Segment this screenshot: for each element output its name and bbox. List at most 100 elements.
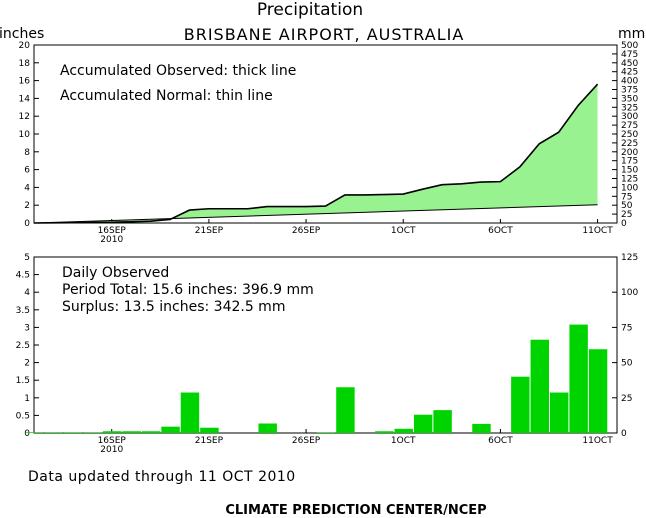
daily-bar: [588, 349, 608, 433]
y-tick-label-right: 100: [621, 288, 638, 298]
y-tick-label-right: 0: [621, 219, 627, 229]
annotation-normal: Accumulated Normal: thin line: [60, 88, 273, 104]
y-axis-label-right: mm: [618, 26, 645, 42]
data-updated-note: Data updated through 11 OCT 2010: [28, 469, 296, 485]
y-tick-label-right: 500: [621, 41, 638, 51]
daily-bar: [64, 432, 83, 433]
daily-bar: [472, 423, 491, 433]
daily-bar: [316, 432, 336, 433]
y-tick-label-left: 6: [24, 166, 30, 176]
y-tick-label-right: 350: [621, 94, 638, 104]
y-tick-label-right: 25: [621, 210, 632, 220]
x-tick-sublabel: 2010: [100, 445, 123, 455]
daily-bar: [569, 324, 588, 433]
daily-bar: [394, 428, 413, 433]
y-tick-label-right: 275: [621, 121, 638, 131]
daily-bar: [200, 427, 219, 433]
observed-line: [33, 83, 599, 224]
x-tick-label: 6OCT: [488, 436, 513, 446]
annotation-observed: Accumulated Observed: thick line: [60, 63, 296, 79]
y-tick-label-right: 375: [621, 86, 638, 96]
y-tick-label-left: 1: [24, 394, 30, 404]
y-tick-label-right: 75: [621, 192, 632, 202]
y-tick-label-right: 125: [621, 253, 638, 263]
daily-bar: [530, 339, 549, 433]
y-tick-label-right: 50: [621, 359, 633, 369]
x-tick-label: 21SEP: [195, 436, 224, 446]
x-tick-label: 11OCT: [582, 226, 613, 236]
y-tick-label-right: 200: [621, 148, 638, 158]
normal-line: [33, 204, 598, 224]
annotation-period-total: Period Total: 15.6 inches: 396.9 mm: [62, 282, 314, 298]
y-axis-label-left: inches: [0, 26, 44, 42]
daily-bar: [258, 423, 277, 433]
y-tick-label-right: 75: [621, 323, 632, 333]
y-tick-label-left: 4: [24, 288, 30, 298]
y-tick-label-right: 100: [621, 183, 638, 193]
daily-bar: [122, 431, 141, 433]
annotation-daily: Daily Observed: [62, 265, 169, 281]
y-tick-label-left: 10: [19, 130, 31, 140]
x-tick-label: 1OCT: [391, 226, 416, 236]
y-tick-label-left: 3: [24, 323, 30, 333]
x-tick-sublabel: 2010: [100, 235, 123, 245]
daily-bar: [511, 376, 530, 433]
daily-panel: 00.511.522.533.544.55025507510012516SEP2…: [16, 253, 639, 455]
y-tick-label-left: 14: [19, 94, 31, 104]
x-tick-label: 6OCT: [488, 226, 513, 236]
y-tick-label-left: 5: [24, 253, 30, 263]
daily-bar: [161, 426, 180, 433]
y-tick-label-left: 8: [24, 148, 30, 158]
y-tick-label-right: 50: [621, 201, 633, 211]
y-tick-label-left: 2: [24, 201, 30, 211]
credit-footer: CLIMATE PREDICTION CENTER/NCEP: [225, 503, 486, 518]
y-tick-label-left: 12: [19, 112, 30, 122]
y-tick-label-left: 16: [19, 77, 31, 87]
daily-bar: [44, 432, 64, 433]
y-tick-label-left: 2.5: [16, 341, 30, 351]
chart-title: Precipitation: [257, 0, 363, 20]
annotation-surplus: Surplus: 13.5 inches: 342.5 mm: [62, 299, 285, 315]
x-tick-label: 16SEP: [98, 226, 127, 236]
y-tick-label-right: 150: [621, 166, 638, 176]
y-tick-label-left: 2: [24, 359, 30, 369]
y-tick-label-right: 300: [621, 112, 638, 122]
y-tick-label-right: 400: [621, 77, 638, 87]
y-tick-label-right: 475: [621, 50, 638, 60]
x-tick-label: 16SEP: [98, 436, 127, 446]
y-tick-label-left: 0.5: [16, 411, 30, 421]
daily-bar: [336, 387, 355, 433]
y-tick-label-right: 0: [621, 429, 627, 439]
x-tick-label: 26SEP: [292, 226, 321, 236]
y-tick-label-right: 125: [621, 175, 638, 185]
y-tick-label-left: 1.5: [16, 376, 30, 386]
daily-bar: [25, 432, 44, 433]
daily-bar: [103, 431, 122, 433]
surplus-area: [34, 84, 598, 223]
accumulated-panel: 0246810121416182002550751001251501752002…: [19, 41, 639, 245]
y-tick-label-left: 0: [24, 219, 30, 229]
x-tick-label: 1OCT: [391, 436, 416, 446]
y-tick-label-left: 4: [24, 183, 30, 193]
y-tick-label-right: 25: [621, 394, 632, 404]
x-tick-label: 26SEP: [292, 436, 321, 446]
y-tick-label-right: 450: [621, 59, 638, 69]
y-tick-label-right: 325: [621, 103, 638, 113]
y-tick-label-right: 175: [621, 157, 638, 167]
y-tick-label-right: 425: [621, 68, 638, 78]
y-tick-label-right: 250: [621, 130, 638, 140]
daily-bar: [180, 392, 200, 433]
daily-bar: [549, 392, 569, 433]
y-tick-label-left: 3.5: [16, 306, 30, 316]
y-tick-label-right: 225: [621, 139, 638, 149]
y-tick-label-left: 4.5: [16, 271, 30, 281]
daily-bar: [141, 431, 161, 433]
chart-subtitle: BRISBANE AIRPORT, AUSTRALIA: [184, 25, 465, 44]
daily-bar: [83, 432, 103, 433]
daily-bar: [413, 414, 433, 433]
y-tick-label-left: 18: [19, 59, 31, 69]
x-tick-label: 21SEP: [195, 226, 224, 236]
y-tick-label-left: 20: [19, 41, 31, 51]
y-tick-label-left: 0: [24, 429, 30, 439]
